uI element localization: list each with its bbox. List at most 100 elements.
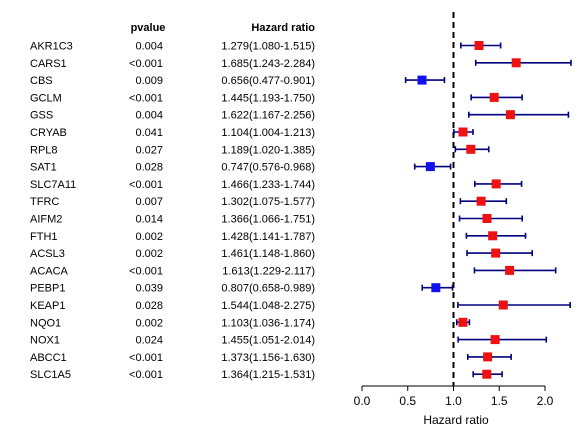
pvalue-cell: 0.002: [135, 248, 163, 260]
pvalue-cell: 0.014: [135, 214, 163, 226]
pvalue-cell: 0.041: [135, 127, 163, 139]
forest-row: [404, 75, 446, 85]
hazard-ratio-point: [474, 41, 484, 50]
gene-label: NOX1: [30, 335, 60, 347]
table-row: SLC7A11 <0.001 1.466(1.233-1.744): [30, 179, 315, 191]
gene-label: FTH1: [30, 231, 58, 243]
forest-row: [455, 317, 471, 327]
hazard-ratio-cell: 1.445(1.193-1.750): [221, 92, 315, 104]
table-row: AKR1C3 0.004 1.279(1.080-1.515): [30, 41, 315, 53]
table-rows: AKR1C3 0.004 1.279(1.080-1.515) CARS1 <0.001…: [30, 41, 315, 382]
pvalue-cell: 0.024: [135, 335, 163, 347]
gene-label: ACACA: [30, 265, 69, 277]
forest-row: [470, 92, 523, 102]
table-row: NOX1 0.024 1.455(1.051-2.014): [30, 335, 315, 347]
forest-row: [421, 283, 454, 293]
x-tick-label: 1.0: [445, 394, 462, 408]
table-row: AIFM2 0.014 1.366(1.066-1.751): [30, 214, 315, 226]
x-tick-label: 0.5: [399, 394, 416, 408]
hazard-ratio-cell: 1.428(1.141-1.787): [221, 231, 315, 243]
pvalue-cell: 0.007: [135, 196, 163, 208]
pvalue-cell: 0.004: [135, 110, 163, 122]
hazard-ratio-point: [505, 110, 515, 120]
forest-row: [466, 352, 512, 362]
gene-label: ACSL3: [30, 248, 65, 260]
table-row: ABCC1 <0.001 1.373(1.156-1.630): [30, 352, 315, 364]
hazard-ratio-cell: 1.461(1.148-1.860): [221, 248, 315, 260]
gene-label: SLC7A11: [30, 179, 76, 191]
hazard-ratio-cell: 1.103(1.036-1.174): [221, 317, 315, 329]
hazard-ratio-point: [483, 352, 493, 362]
pvalue-cell: 0.039: [135, 283, 163, 295]
table-row: FTH1 0.002 1.428(1.141-1.787): [30, 231, 315, 243]
table-row: CBS 0.009 0.656(0.477-0.901): [30, 75, 315, 87]
hazard-ratio-cell: 0.656(0.477-0.901): [221, 75, 315, 87]
table-row: CARS1 <0.001 1.685(1.243-2.284): [30, 58, 315, 70]
hazard-ratio-cell: 1.279(1.080-1.515): [221, 41, 315, 53]
forest-row: [474, 58, 572, 68]
hazard-ratio-cell: 1.373(1.156-1.630): [221, 352, 315, 364]
forest-row: [457, 335, 548, 345]
hazard-ratio-cell: 1.466(1.233-1.744): [221, 179, 315, 191]
hazard-ratio-point: [482, 214, 492, 223]
pvalue-cell: <0.001: [129, 179, 163, 191]
table-row: GSS 0.004 1.622(1.167-2.256): [30, 110, 315, 122]
hazard-ratio-point: [458, 317, 468, 327]
pvalue-cell: 0.002: [135, 317, 163, 329]
hazard-ratio-point: [476, 196, 486, 206]
pvalue-header: pvalue: [131, 22, 166, 34]
forest-row: [466, 248, 533, 258]
hazard-ratio-point: [491, 179, 501, 189]
forest-row: [474, 179, 523, 189]
x-tick-label: 2.0: [537, 394, 554, 408]
hazard-ratio-point: [482, 369, 492, 379]
pvalue-cell: <0.001: [129, 92, 163, 104]
forest-row: [472, 369, 503, 379]
hazard-ratio-cell: 1.544(1.048-2.275): [221, 300, 315, 312]
gene-label: KEAP1: [30, 300, 65, 312]
table-row: KEAP1 0.028 1.544(1.048-2.275): [30, 300, 315, 312]
forest-row: [453, 127, 474, 137]
forest-row: [457, 300, 571, 310]
gene-label: AKR1C3: [30, 41, 73, 53]
hazard-ratio-cell: 1.104(1.004-1.213): [221, 127, 315, 139]
hazard-ratio-cell: 1.189(1.020-1.385): [221, 144, 315, 156]
hazard-ratio-cell: 1.366(1.066-1.751): [221, 214, 315, 226]
table-row: ACSL3 0.002 1.461(1.148-1.860): [30, 248, 315, 260]
gene-label: ABCC1: [30, 352, 67, 364]
hazard-ratio-point: [498, 300, 508, 310]
hazard-ratio-point: [458, 127, 468, 137]
forest-row: [467, 110, 570, 120]
forest-row: [413, 162, 452, 172]
hazard-ratio-cell: 1.364(1.215-1.531): [221, 369, 315, 381]
gene-label: RPL8: [30, 144, 58, 156]
gene-label: CBS: [30, 75, 53, 87]
gene-label: TFRC: [30, 196, 59, 208]
pvalue-cell: <0.001: [129, 265, 163, 277]
x-tick-label: 1.5: [491, 394, 508, 408]
pvalue-cell: <0.001: [129, 352, 163, 364]
hazard-ratio-point: [466, 144, 476, 154]
forest-row: [473, 265, 557, 275]
table-row: SAT1 0.028 0.747(0.576-0.968): [30, 162, 315, 174]
hazard-ratio-cell: 1.622(1.167-2.256): [221, 110, 315, 122]
gene-label: NQO1: [30, 317, 61, 329]
hazard-ratio-point: [491, 248, 501, 258]
hazard-ratio-cell: 1.302(1.075-1.577): [221, 196, 315, 208]
gene-label: CRYAB: [30, 127, 67, 139]
hazard-ratio-point: [431, 283, 441, 293]
pvalue-cell: <0.001: [129, 58, 163, 70]
x-tick-label: 0.0: [354, 394, 371, 408]
forest-row: [459, 196, 508, 206]
gene-label: SLC1A5: [30, 369, 71, 381]
plot-area: 0.0 0.5 1.0 1.5 2.0: [354, 12, 572, 408]
hazard-ratio-cell: 1.613(1.229-2.117): [222, 265, 315, 277]
pvalue-cell: 0.002: [135, 231, 163, 243]
forest-row: [458, 214, 524, 223]
pvalue-cell: 0.027: [135, 144, 163, 156]
gene-label: CARS1: [30, 58, 67, 70]
hazard-ratio-point: [505, 265, 515, 275]
table-row: CRYAB 0.041 1.104(1.004-1.213): [30, 127, 315, 139]
gene-label: AIFM2: [30, 214, 62, 226]
